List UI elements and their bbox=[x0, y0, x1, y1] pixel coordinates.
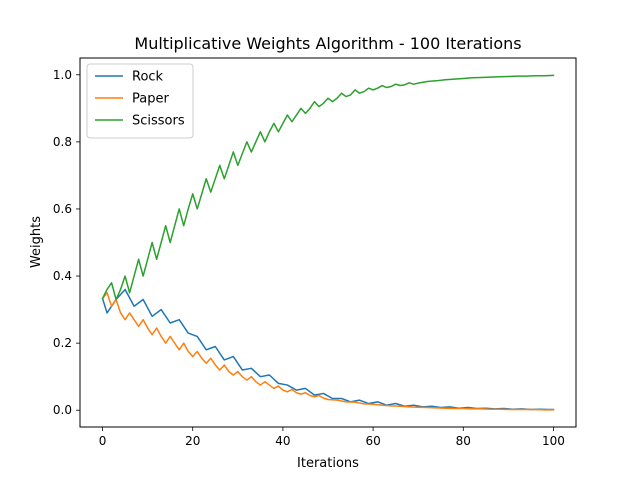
series-line-paper bbox=[101, 292, 555, 411]
x-axis: 0 20 40 60 80 100 bbox=[99, 427, 565, 448]
legend-label-rock: Rock bbox=[132, 70, 164, 85]
y-tick-label: 0.0 bbox=[53, 403, 72, 417]
x-tick-label: 40 bbox=[275, 434, 290, 448]
legend-label-scissors: Scissors bbox=[132, 114, 185, 129]
legend: Rock Paper Scissors bbox=[86, 63, 194, 139]
plot-frame bbox=[79, 57, 577, 428]
y-tick-label: 0.6 bbox=[53, 202, 72, 216]
x-tick-label: 60 bbox=[365, 434, 380, 448]
x-tick-label: 0 bbox=[99, 434, 107, 448]
x-axis-label: Iterations bbox=[297, 456, 359, 471]
x-tick-label: 100 bbox=[542, 434, 565, 448]
legend-label-paper: Paper bbox=[132, 92, 169, 107]
x-tick-label: 80 bbox=[456, 434, 471, 448]
y-tick-label: 0.8 bbox=[53, 135, 72, 149]
y-tick-label: 0.4 bbox=[53, 269, 72, 283]
series-line-scissors bbox=[101, 74, 555, 301]
y-axis-label: Weights bbox=[29, 216, 44, 268]
y-tick-label: 1.0 bbox=[53, 68, 72, 82]
plot-area bbox=[101, 74, 555, 411]
y-tick-label: 0.2 bbox=[53, 336, 72, 350]
chart-title: Multiplicative Weights Algorithm - 100 I… bbox=[134, 34, 521, 53]
x-tick-label: 20 bbox=[185, 434, 200, 448]
y-axis: 0.0 0.2 0.4 0.6 0.8 1.0 bbox=[53, 68, 80, 417]
